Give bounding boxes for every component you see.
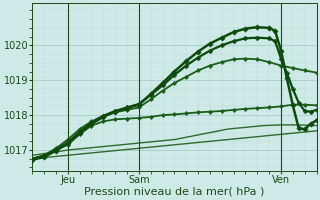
X-axis label: Pression niveau de la mer( hPa ): Pression niveau de la mer( hPa ) (84, 187, 265, 197)
